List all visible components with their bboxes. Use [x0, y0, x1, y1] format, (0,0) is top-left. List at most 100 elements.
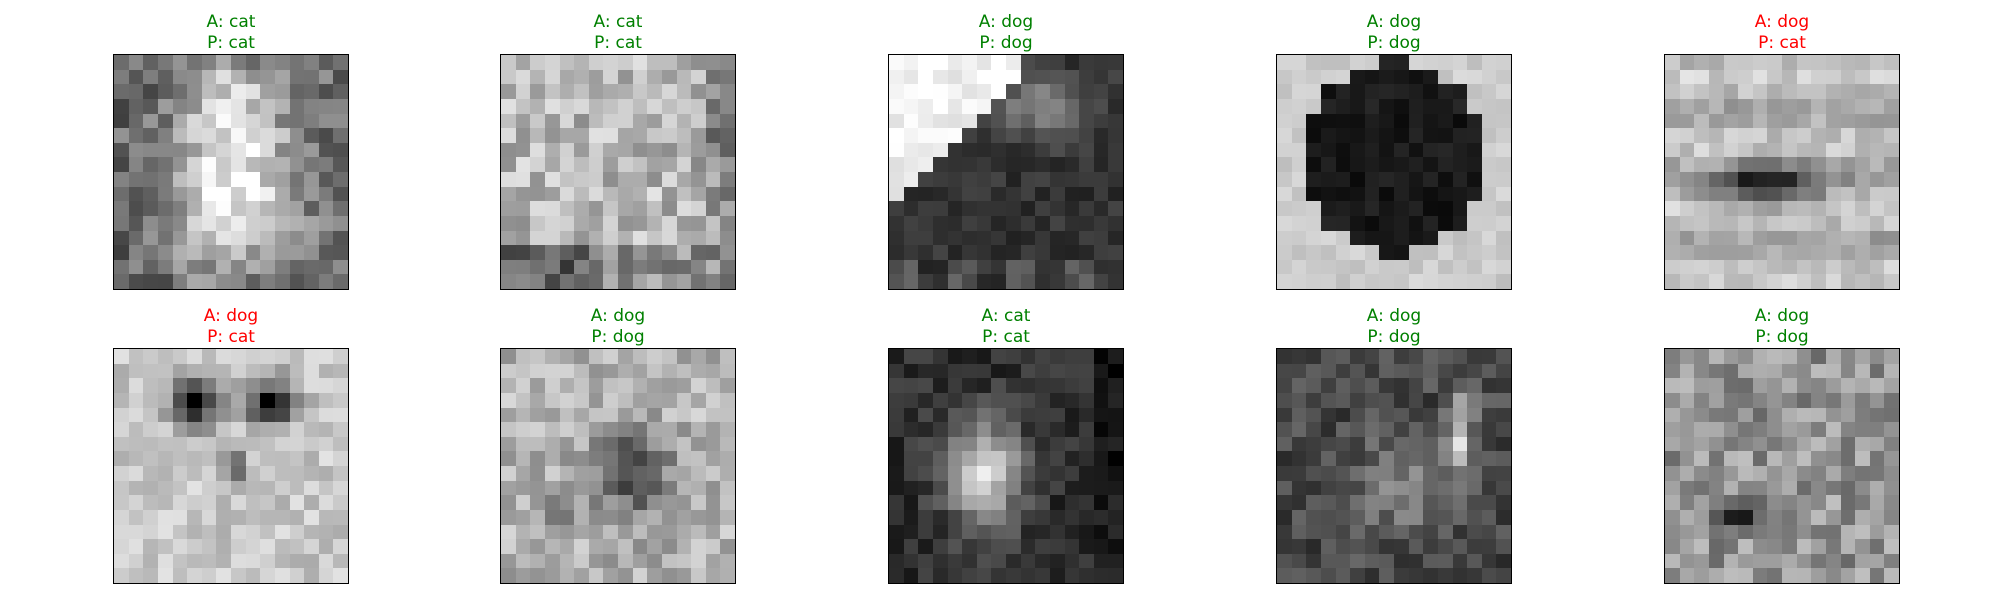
pixel [274, 568, 290, 583]
pixel [304, 553, 319, 569]
pixel [143, 495, 158, 510]
pixel [1006, 259, 1021, 275]
panel-2: A: cat P: cat [500, 12, 736, 290]
pixel [1782, 363, 1797, 379]
pixel [1108, 172, 1123, 187]
pixel [1408, 568, 1424, 583]
pixel [1108, 157, 1123, 172]
pixel [201, 274, 217, 289]
pixel [1423, 568, 1438, 583]
pixel [318, 98, 334, 114]
pixel [1079, 524, 1094, 540]
pixel [1723, 245, 1739, 260]
pixel [918, 524, 933, 540]
pixel [1049, 201, 1065, 216]
pixel [903, 422, 919, 437]
pixel [245, 480, 261, 496]
panel-9-title: A: dog P: dog [1276, 306, 1512, 348]
pixel [1020, 142, 1036, 158]
pixel [1869, 245, 1885, 260]
pixel [962, 509, 977, 525]
pixel [661, 142, 677, 158]
pixel [1306, 509, 1321, 525]
pixel [1306, 436, 1321, 452]
pixel [618, 509, 633, 525]
pixel [1049, 392, 1065, 408]
pixel [1035, 553, 1050, 569]
pixel [1108, 55, 1123, 70]
pixel [1423, 495, 1438, 510]
pixel [932, 201, 948, 216]
pixel [1394, 363, 1409, 379]
pixel [1767, 84, 1782, 99]
pixel [1869, 539, 1885, 554]
pixel [157, 128, 173, 143]
pixel [1320, 230, 1336, 246]
pixel [632, 363, 648, 379]
pixel [114, 407, 129, 423]
pixel [231, 84, 246, 99]
pixel [676, 436, 692, 452]
actual-label: A: dog [203, 306, 259, 326]
pixel [691, 274, 706, 289]
pixel [501, 215, 516, 231]
pixel [1811, 274, 1826, 289]
pixel [1694, 436, 1709, 452]
pixel [1782, 259, 1797, 275]
pixel [1423, 407, 1438, 423]
pixel [676, 349, 692, 364]
pixel [1006, 495, 1021, 510]
pixel [1093, 172, 1109, 187]
pixel [1869, 84, 1885, 99]
pixel [918, 378, 933, 393]
panel-5: A: dog P: cat [1664, 12, 1900, 290]
pixel [318, 186, 334, 202]
pixel [515, 509, 531, 525]
pixel [632, 113, 648, 129]
pixel [932, 422, 948, 437]
pixel [903, 363, 919, 379]
pixel [676, 363, 692, 379]
pixel [1452, 378, 1468, 393]
pixel [1665, 509, 1680, 525]
pixel [172, 172, 188, 187]
pixel [559, 230, 575, 246]
pixel [1277, 363, 1292, 379]
pixel [632, 98, 648, 114]
pixel [932, 407, 948, 423]
pixel [1825, 378, 1841, 393]
pixel [143, 215, 158, 231]
pixel [318, 215, 334, 231]
pixel [903, 186, 919, 202]
pixel [918, 407, 933, 423]
pixel [1394, 69, 1409, 85]
pixel [1093, 245, 1109, 260]
pixel [1079, 98, 1094, 114]
pixel [1335, 480, 1351, 496]
pixel [1855, 113, 1870, 129]
pixel [1467, 245, 1482, 260]
pixel [544, 69, 560, 85]
pixel [1738, 480, 1753, 496]
pixel [661, 259, 677, 275]
pixel [676, 69, 692, 85]
pixel [172, 274, 188, 289]
pixel [720, 451, 735, 466]
pixel [720, 392, 735, 408]
pixel [947, 274, 963, 289]
pixel [1291, 230, 1307, 246]
pixel [501, 495, 516, 510]
pixel [603, 55, 618, 70]
pixel [962, 349, 977, 364]
pixel [216, 451, 231, 466]
pixel [1020, 378, 1036, 393]
pixel [201, 201, 217, 216]
pixel [962, 113, 977, 129]
pixel [618, 274, 633, 289]
pixel [1291, 568, 1307, 583]
pixel [289, 113, 305, 129]
pixel [1811, 392, 1826, 408]
pixel [705, 422, 721, 437]
pixel [559, 392, 575, 408]
